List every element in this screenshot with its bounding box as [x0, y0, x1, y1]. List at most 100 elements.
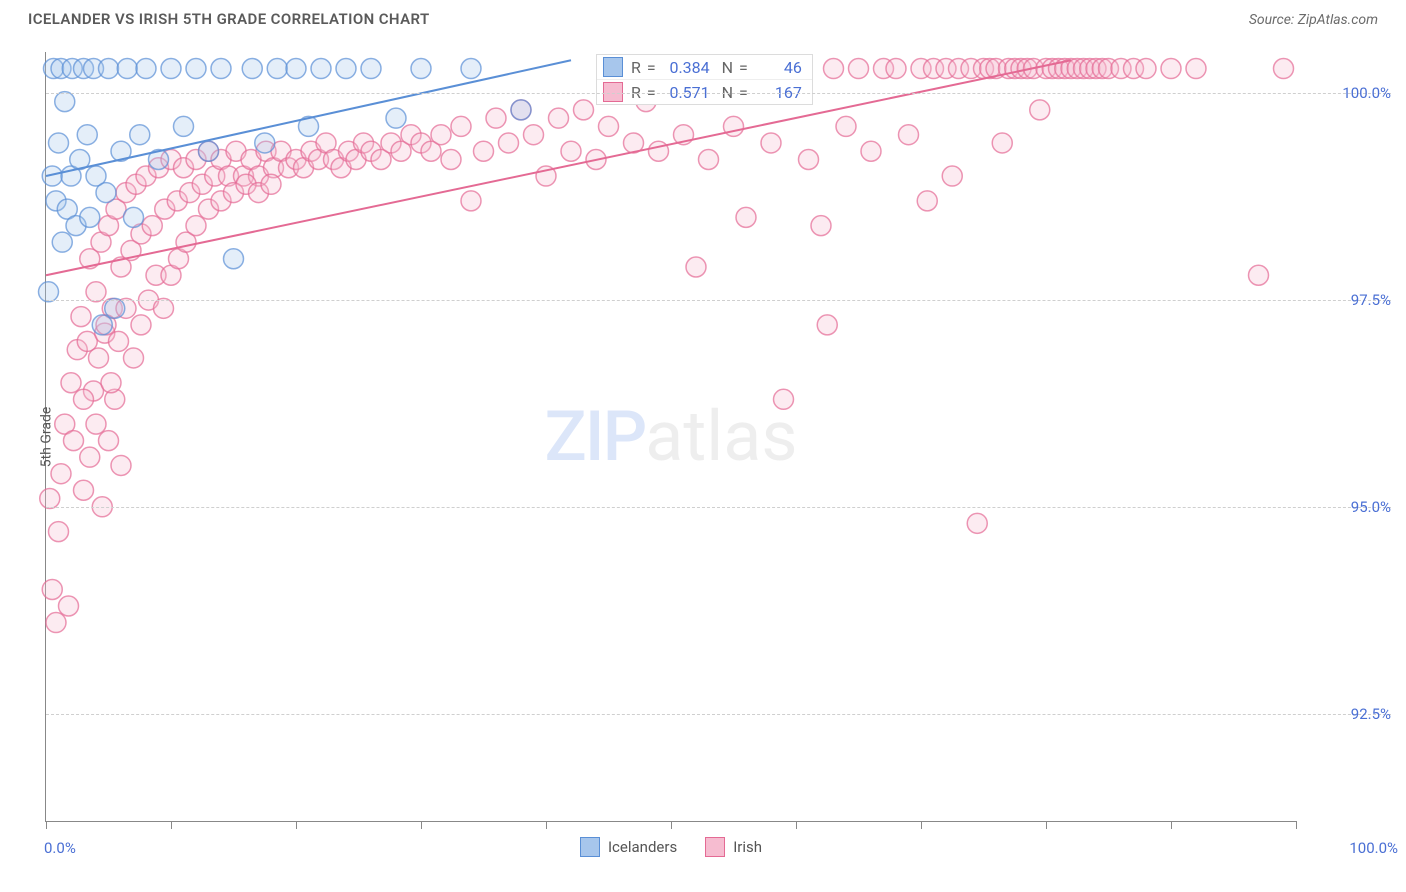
chart-header: ICELANDER VS IRISH 5TH GRADE CORRELATION…: [0, 0, 1406, 34]
data-point: [461, 191, 481, 211]
gridline: [46, 714, 1391, 715]
data-point: [111, 455, 131, 475]
data-point: [1161, 59, 1181, 79]
data-point: [117, 59, 137, 79]
x-tick: [1296, 821, 1297, 829]
data-point: [451, 116, 471, 136]
data-point: [917, 191, 937, 211]
chart-title: ICELANDER VS IRISH 5TH GRADE CORRELATION…: [28, 10, 430, 28]
data-point: [649, 141, 669, 161]
data-point: [131, 315, 151, 335]
swatch-icelanders: [603, 57, 623, 77]
data-point: [40, 489, 60, 509]
data-point: [92, 315, 112, 335]
data-point: [836, 116, 856, 136]
x-tick: [671, 821, 672, 829]
x-tick: [421, 821, 422, 829]
data-point: [136, 59, 156, 79]
data-point: [824, 59, 844, 79]
data-point: [199, 141, 219, 161]
data-point: [39, 282, 59, 302]
data-point: [77, 125, 97, 145]
data-point: [86, 282, 106, 302]
data-point: [336, 59, 356, 79]
data-point: [474, 141, 494, 161]
data-point: [411, 59, 431, 79]
stats-row-icelanders: R= 0.384 N= 46: [597, 55, 812, 80]
data-point: [1274, 59, 1294, 79]
data-point: [486, 108, 506, 128]
legend-swatch-icelanders: [580, 837, 600, 857]
data-point: [561, 141, 581, 161]
data-point: [574, 100, 594, 120]
data-point: [811, 216, 831, 236]
legend-swatch-irish: [705, 837, 725, 857]
data-point: [71, 307, 91, 327]
legend-item-irish: Irish: [705, 837, 762, 857]
data-point: [124, 348, 144, 368]
x-min-label: 0.0%: [44, 839, 76, 857]
x-tick: [296, 821, 297, 829]
data-point: [74, 389, 94, 409]
data-point: [80, 207, 100, 227]
gridline: [46, 507, 1391, 508]
data-point: [549, 108, 569, 128]
data-point: [55, 92, 75, 112]
r-value-irish: 0.571: [662, 83, 710, 102]
x-tick: [171, 821, 172, 829]
data-point: [89, 348, 109, 368]
y-tick-label: 97.5%: [1301, 291, 1391, 309]
data-point: [211, 59, 231, 79]
scatter-chart: 5th Grade ZIPatlas R= 0.384 N= 46 R= 0.5…: [45, 52, 1296, 822]
data-point: [142, 216, 162, 236]
n-value-irish: 167: [754, 83, 802, 102]
data-point: [267, 59, 287, 79]
data-point: [49, 133, 69, 153]
data-point: [52, 232, 72, 252]
x-tick: [921, 821, 922, 829]
data-point: [361, 59, 381, 79]
data-point: [311, 59, 331, 79]
gridline: [46, 300, 1391, 301]
data-point: [1136, 59, 1156, 79]
data-point: [42, 579, 62, 599]
swatch-irish: [603, 82, 623, 102]
data-point: [80, 447, 100, 467]
data-point: [64, 431, 84, 451]
gridline: [46, 93, 1391, 94]
data-point: [286, 59, 306, 79]
x-tick: [46, 821, 47, 829]
plot-area: [46, 52, 1296, 821]
data-point: [224, 249, 244, 269]
data-point: [942, 166, 962, 186]
x-tick: [1171, 821, 1172, 829]
data-point: [886, 59, 906, 79]
stats-row-irish: R= 0.571 N= 167: [597, 80, 812, 104]
data-point: [86, 414, 106, 434]
data-point: [124, 207, 144, 227]
data-point: [774, 389, 794, 409]
data-point: [49, 522, 69, 542]
data-point: [154, 298, 174, 318]
data-point: [799, 149, 819, 169]
data-point: [96, 183, 116, 203]
data-point: [161, 59, 181, 79]
data-point: [99, 59, 119, 79]
data-point: [59, 596, 79, 616]
y-tick-label: 95.0%: [1301, 498, 1391, 516]
data-point: [242, 59, 262, 79]
data-point: [109, 331, 129, 351]
data-point: [1186, 59, 1206, 79]
data-point: [967, 513, 987, 533]
data-point: [186, 59, 206, 79]
data-point: [861, 141, 881, 161]
data-point: [461, 59, 481, 79]
data-point: [42, 166, 62, 186]
y-tick-label: 100.0%: [1301, 84, 1391, 102]
data-point: [736, 207, 756, 227]
data-point: [105, 298, 125, 318]
data-point: [255, 133, 275, 153]
data-point: [849, 59, 869, 79]
data-point: [51, 464, 71, 484]
data-point: [261, 174, 281, 194]
